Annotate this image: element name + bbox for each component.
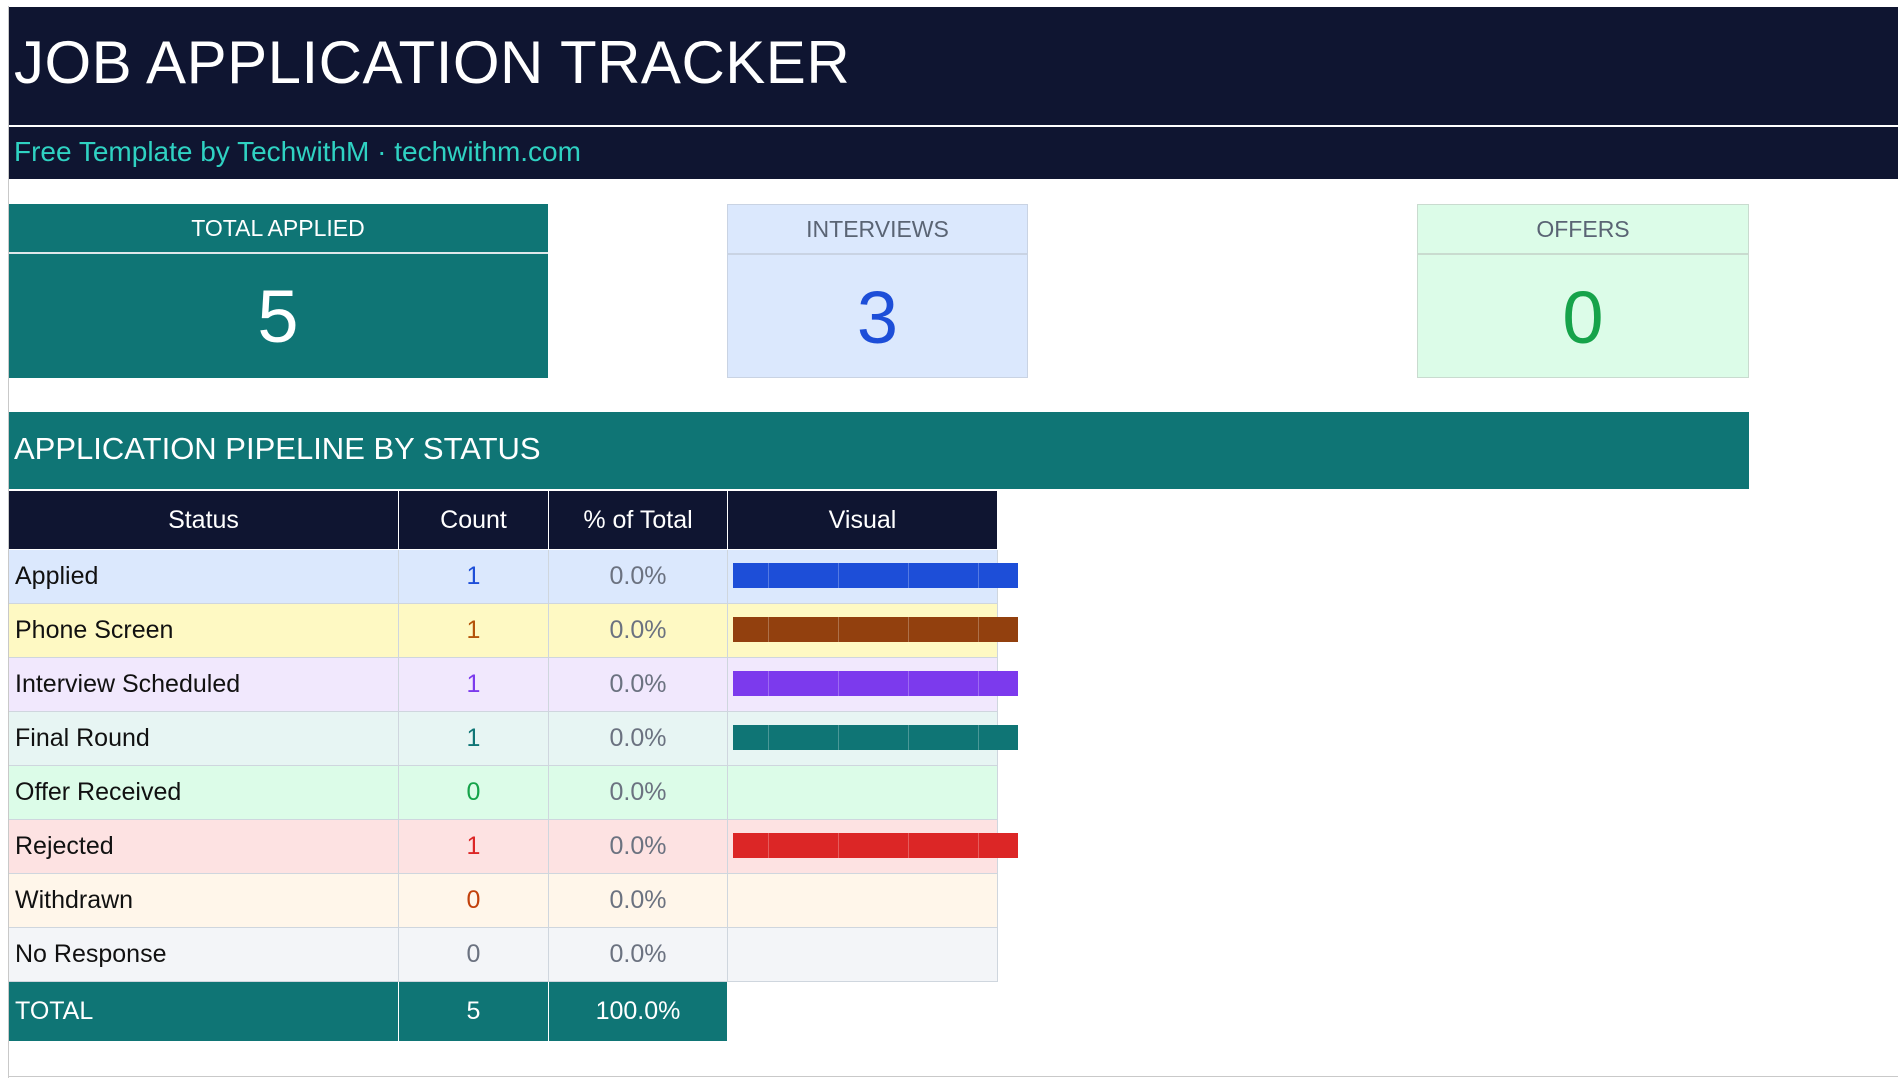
column-header-count[interactable]: Count (398, 490, 549, 550)
visual-cell[interactable] (727, 603, 1018, 658)
status-cell[interactable]: Withdrawn (8, 873, 399, 928)
visual-cell[interactable] (727, 927, 998, 982)
bar-segment-divider (978, 833, 979, 858)
kpi-label-interviews: INTERVIEWS (806, 215, 949, 242)
status-cell[interactable]: Rejected (8, 819, 399, 874)
table-row: Applied 1 0.0% (8, 549, 1018, 604)
table-row: Offer Received 0 0.0% (8, 765, 998, 820)
bar-segment-divider (768, 671, 769, 696)
visual-cell[interactable] (727, 765, 998, 820)
status-cell[interactable]: Phone Screen (8, 603, 399, 658)
table-header-row: Status Count % of Total Visual (8, 490, 998, 550)
kpi-value-interviews: 3 (856, 275, 899, 359)
bar-segment-divider (768, 833, 769, 858)
kpi-divider (728, 253, 1027, 255)
bar-segment-divider (978, 671, 979, 696)
pipeline-table-body: Applied 1 0.0% Phone Screen 1 0.0% Interview S… (8, 549, 1018, 982)
status-progress-bar (733, 833, 1018, 858)
column-header-status[interactable]: Status (8, 490, 399, 550)
bar-segment-divider (978, 725, 979, 750)
kpi-card-total-applied[interactable]: TOTAL APPLIED 5 (8, 204, 548, 378)
percent-cell[interactable]: 0.0% (548, 765, 728, 820)
table-row: Rejected 1 0.0% (8, 819, 1018, 874)
kpi-label-total-applied: TOTAL APPLIED (191, 214, 365, 241)
top-gridline (0, 0, 1898, 6)
bar-segment-divider (768, 725, 769, 750)
title-band[interactable] (8, 7, 1898, 125)
table-row: No Response 0 0.0% (8, 927, 998, 982)
kpi-divider (8, 252, 548, 254)
count-cell[interactable]: 0 (398, 927, 549, 982)
bar-segment-divider (768, 617, 769, 642)
kpi-value-offers: 0 (1562, 275, 1604, 359)
visual-cell[interactable] (727, 657, 1018, 712)
visual-cell[interactable] (727, 711, 1018, 766)
total-percent-cell[interactable]: 100.0% (548, 981, 728, 1042)
visual-cell[interactable] (727, 549, 1018, 604)
kpi-card-interviews[interactable]: INTERVIEWS 3 (727, 204, 1028, 378)
sheet-left-gridline (8, 6, 9, 1078)
total-count-cell[interactable]: 5 (398, 981, 549, 1042)
table-row: Withdrawn 0 0.0% (8, 873, 998, 928)
sheet-bottom-gridline (8, 1076, 1898, 1077)
total-visual-cell[interactable] (727, 981, 998, 1042)
column-header-visual[interactable]: Visual (727, 490, 998, 550)
table-row: Phone Screen 1 0.0% (8, 603, 1018, 658)
count-cell[interactable]: 1 (398, 819, 549, 874)
kpi-divider (1418, 253, 1748, 255)
bar-segment-divider (838, 563, 839, 588)
bar-segment-divider (978, 617, 979, 642)
bar-segment-divider (768, 563, 769, 588)
percent-cell[interactable]: 0.0% (548, 711, 728, 766)
bar-segment-divider (838, 725, 839, 750)
kpi-value-total-applied: 5 (257, 274, 299, 358)
percent-cell[interactable]: 0.0% (548, 549, 728, 604)
count-cell[interactable]: 1 (398, 549, 549, 604)
bar-segment-divider (908, 833, 909, 858)
column-header-percent[interactable]: % of Total (548, 490, 728, 550)
count-cell[interactable]: 1 (398, 657, 549, 712)
status-cell[interactable]: Applied (8, 549, 399, 604)
status-progress-bar (733, 617, 1018, 642)
total-label-cell[interactable]: TOTAL (8, 981, 399, 1042)
percent-cell[interactable]: 0.0% (548, 657, 728, 712)
percent-cell[interactable]: 0.0% (548, 873, 728, 928)
pipeline-section-band[interactable] (8, 412, 1749, 489)
pipeline-table: Status Count % of Total Visual Applied 1 0… (8, 490, 1018, 1042)
status-cell[interactable]: Offer Received (8, 765, 399, 820)
status-progress-bar (733, 563, 1018, 588)
kpi-label-offers: OFFERS (1536, 215, 1630, 242)
subtitle-band[interactable] (8, 127, 1898, 179)
percent-cell[interactable]: 0.0% (548, 927, 728, 982)
bar-segment-divider (908, 563, 909, 588)
visual-cell[interactable] (727, 873, 998, 928)
bar-segment-divider (908, 671, 909, 696)
page-title[interactable]: JOB APPLICATION TRACKER (14, 29, 851, 96)
template-credit[interactable]: Free Template by TechwithM · techwithm.c… (14, 136, 581, 167)
visual-cell[interactable] (727, 819, 1018, 874)
bar-segment-divider (978, 563, 979, 588)
total-row: TOTAL 5 100.0% (8, 981, 998, 1042)
count-cell[interactable]: 1 (398, 603, 549, 658)
count-cell[interactable]: 0 (398, 873, 549, 928)
status-cell[interactable]: Interview Scheduled (8, 657, 399, 712)
bar-segment-divider (908, 617, 909, 642)
table-row: Final Round 1 0.0% (8, 711, 1018, 766)
status-cell[interactable]: No Response (8, 927, 399, 982)
table-row: Interview Scheduled 1 0.0% (8, 657, 1018, 712)
bar-segment-divider (838, 617, 839, 642)
bar-segment-divider (908, 725, 909, 750)
percent-cell[interactable]: 0.0% (548, 603, 728, 658)
status-cell[interactable]: Final Round (8, 711, 399, 766)
bar-segment-divider (838, 671, 839, 696)
count-cell[interactable]: 0 (398, 765, 549, 820)
status-progress-bar (733, 671, 1018, 696)
kpi-card-offers[interactable]: OFFERS 0 (1417, 204, 1749, 378)
bar-segment-divider (838, 833, 839, 858)
status-progress-bar (733, 725, 1018, 750)
percent-cell[interactable]: 0.0% (548, 819, 728, 874)
pipeline-section-title[interactable]: APPLICATION PIPELINE BY STATUS (14, 431, 541, 466)
count-cell[interactable]: 1 (398, 711, 549, 766)
